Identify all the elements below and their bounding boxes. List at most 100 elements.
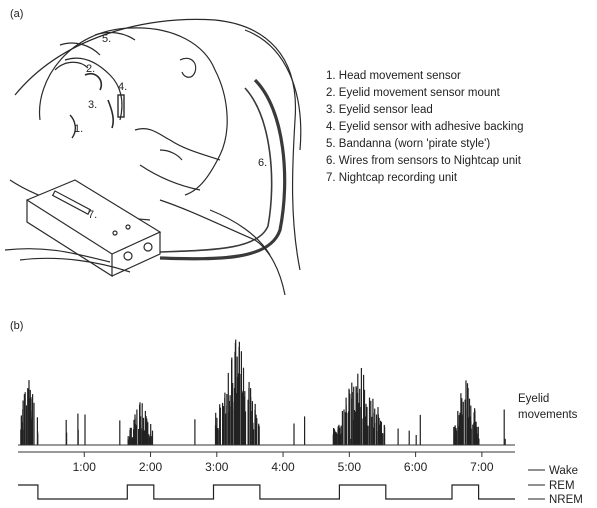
eyelid-bar-284 — [372, 412, 374, 445]
eyelid-bar-280 — [458, 415, 460, 445]
eyelid-bar-89 — [242, 367, 245, 445]
eyelid-bar-263 — [478, 438, 480, 445]
callout-3: 3. — [88, 99, 97, 111]
eyelid-bar-98 — [244, 410, 246, 445]
eyelid-bar-234 — [344, 412, 346, 445]
eyelid-bar-18 — [29, 398, 31, 445]
eyelid-bar-100 — [222, 406, 224, 445]
eyelid-bar-99 — [244, 411, 247, 445]
eyelid-bar-296 — [66, 432, 68, 445]
eyelid-bar-170 — [377, 414, 379, 445]
tick-label-5: 5:00 — [338, 460, 362, 474]
eyelid-bar-146 — [231, 359, 233, 445]
eyelid-bar-149 — [234, 408, 236, 445]
eyelid-label-line2: movements — [518, 409, 578, 421]
tick-label-6: 6:00 — [404, 460, 428, 474]
eyelid-bar-150 — [254, 422, 256, 445]
stage-label-wake: Wake — [549, 465, 578, 477]
eyelid-bar-151 — [225, 413, 227, 445]
eyelid-bar-145 — [217, 429, 219, 445]
eyelid-bar-309 — [397, 428, 399, 445]
tick-label-2: 2:00 — [139, 460, 163, 474]
eyelid-bar-148 — [234, 351, 236, 445]
eyelid-bar-67 — [138, 429, 140, 445]
eyelid-bar-58 — [141, 403, 143, 445]
callout-1: 1. — [74, 123, 83, 135]
eyelid-bar-289 — [378, 417, 380, 445]
eyelid-bar-26 — [21, 426, 23, 445]
callout-2: 2. — [86, 63, 95, 75]
legend-item-1: 1. Head movement sensor — [326, 70, 461, 82]
eyelid-bar-25 — [33, 402, 35, 445]
eyelid-bar-199 — [343, 409, 345, 445]
eyelid-bar-252 — [477, 438, 479, 445]
eyelid-bar-308 — [293, 423, 295, 445]
eyelid-bar-216 — [341, 411, 343, 445]
legend-item-2: 2. Eyelid movement sensor mount — [326, 87, 501, 99]
eyelid-bar-65 — [131, 438, 133, 445]
hypnogram-trace — [18, 484, 515, 500]
eyelid-bar-190 — [380, 420, 382, 445]
eyelid-bar-305 — [119, 420, 121, 445]
eyelid-bar-235 — [365, 418, 367, 445]
eyelid-bar-259 — [473, 412, 475, 445]
eyelid-bar-230 — [367, 425, 369, 445]
eyelid-bar-221 — [360, 407, 362, 445]
eyelid-bar-11 — [36, 417, 38, 445]
eyelid-bar-177 — [368, 397, 371, 445]
eyelid-bar-241 — [475, 421, 477, 445]
eyelid-bar-195 — [357, 373, 359, 445]
eyelid-bar-140 — [239, 374, 241, 445]
eyelid-bar-144 — [241, 392, 243, 445]
eyelid-bar-69 — [127, 436, 129, 445]
tick-label-4: 4:00 — [271, 460, 295, 474]
eyelid-bar-176 — [364, 416, 366, 445]
eyelid-bar-268 — [456, 430, 458, 445]
eyelid-label-line1: Eyelid — [518, 393, 549, 405]
eyelid-bar-300 — [252, 422, 254, 445]
eyelid-bar-51 — [151, 436, 153, 445]
eyelid-bar-274 — [460, 407, 462, 445]
tick-label-7: 7:00 — [470, 460, 494, 474]
eyelid-bar-255 — [472, 424, 474, 445]
eyelid-bar-49 — [142, 417, 145, 445]
eyelid-bar-143 — [237, 373, 240, 445]
eyelid-bar-202 — [353, 410, 355, 445]
eyelid-bar-64 — [148, 434, 150, 445]
tick-label-3: 3:00 — [205, 460, 229, 474]
eyelid-bar-70 — [139, 407, 141, 445]
eyelid-bar-74 — [129, 430, 131, 445]
eyelid-bar-228 — [339, 434, 342, 445]
eyelid-bar-269 — [459, 412, 461, 445]
eyelid-bar-276 — [474, 410, 476, 445]
eyelid-bar-298 — [77, 413, 79, 445]
eyelid-bar-66 — [143, 430, 146, 445]
eyelid-bar-236 — [346, 412, 348, 445]
eyelid-bar-72 — [146, 420, 148, 445]
stage-label-nrem: NREM — [549, 494, 583, 506]
eyelid-bar-94 — [236, 376, 238, 445]
eyelid-bar-121 — [253, 429, 255, 445]
eyelid-bar-198 — [374, 408, 376, 445]
eyelid-bar-204 — [371, 416, 373, 445]
eyelid-bar-264 — [464, 399, 466, 445]
legend-list: 1. Head movement sensor 2. Eyelid moveme… — [326, 70, 524, 184]
panel-a-label: (a) — [10, 8, 24, 20]
eyelid-movement-bars — [20, 339, 506, 445]
eyelid-bar-288 — [215, 412, 217, 445]
eyelid-bar-180 — [335, 433, 337, 445]
eyelid-bar-258 — [466, 409, 469, 445]
eyelid-bar-299 — [419, 414, 421, 445]
eyelid-bar-185 — [340, 425, 342, 445]
legend-item-4: 4. Eyelid sensor with adhesive backing — [326, 121, 524, 133]
sleeper-illustration — [4, 18, 302, 296]
eyelid-bar-29 — [32, 394, 34, 445]
eyelid-bar-27 — [27, 413, 29, 445]
eyelid-bar-295 — [348, 411, 350, 445]
eyelid-bar-297 — [415, 435, 417, 445]
eyelid-bar-125 — [224, 398, 226, 445]
eyelid-bar-225 — [345, 405, 347, 445]
eyelid-bar-106 — [227, 372, 229, 445]
eyelid-bar-222 — [333, 428, 335, 445]
